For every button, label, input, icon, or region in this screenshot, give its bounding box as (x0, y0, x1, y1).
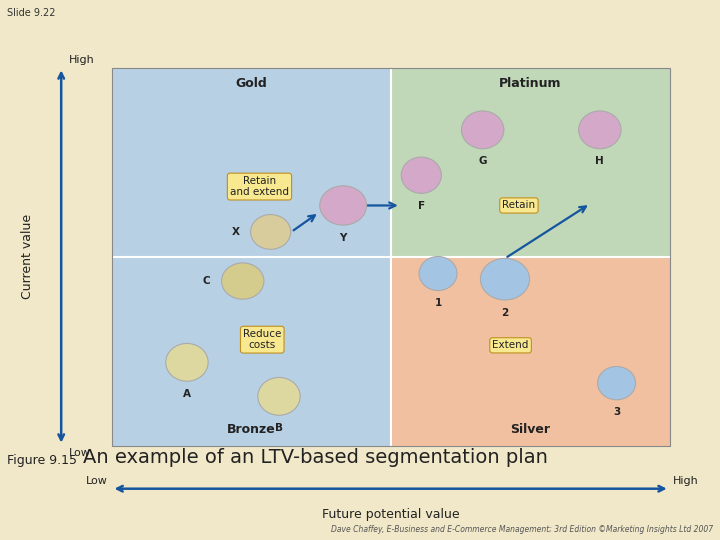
Text: Retain
and extend: Retain and extend (230, 176, 289, 197)
Text: F: F (418, 201, 425, 211)
Text: C: C (203, 276, 210, 286)
Text: Retain: Retain (503, 200, 536, 211)
Text: 1: 1 (434, 298, 441, 308)
Bar (391, 68, 670, 256)
Text: Silver: Silver (510, 423, 550, 436)
Text: Future potential value: Future potential value (322, 508, 459, 521)
Text: An example of an LTV-based segmentation plan: An example of an LTV-based segmentation … (83, 448, 548, 467)
Text: 3: 3 (613, 407, 620, 417)
Ellipse shape (251, 214, 291, 249)
Bar (112, 68, 391, 256)
Text: Figure 9.15: Figure 9.15 (7, 454, 77, 467)
Ellipse shape (401, 157, 441, 193)
Text: A: A (183, 389, 191, 399)
Text: High: High (68, 55, 94, 65)
Text: Bronze: Bronze (227, 423, 276, 436)
Text: H: H (595, 157, 604, 166)
Ellipse shape (166, 343, 208, 381)
Text: G: G (478, 157, 487, 166)
Text: Slide 9.22: Slide 9.22 (7, 8, 55, 18)
Text: Low: Low (86, 476, 108, 486)
Ellipse shape (480, 258, 529, 300)
Ellipse shape (222, 263, 264, 299)
Ellipse shape (598, 367, 636, 400)
Text: Y: Y (340, 233, 347, 242)
Text: B: B (275, 423, 283, 433)
Text: High: High (673, 476, 699, 486)
Ellipse shape (579, 111, 621, 148)
Bar (391, 256, 670, 446)
Ellipse shape (419, 256, 457, 291)
Bar (112, 256, 391, 446)
Text: Platinum: Platinum (499, 77, 562, 90)
Ellipse shape (258, 377, 300, 415)
Text: Reduce
costs: Reduce costs (243, 329, 282, 350)
Text: Dave Chaffey, E-Business and E-Commerce Management; 3rd Edition ©Marketing Insig: Dave Chaffey, E-Business and E-Commerce … (330, 524, 713, 534)
Ellipse shape (462, 111, 504, 148)
Ellipse shape (320, 186, 366, 225)
Text: Gold: Gold (235, 77, 267, 90)
Text: 2: 2 (501, 308, 508, 318)
Text: Extend: Extend (492, 340, 528, 350)
Text: X: X (231, 227, 239, 237)
Text: Low: Low (68, 448, 90, 458)
Text: Current value: Current value (21, 214, 34, 299)
